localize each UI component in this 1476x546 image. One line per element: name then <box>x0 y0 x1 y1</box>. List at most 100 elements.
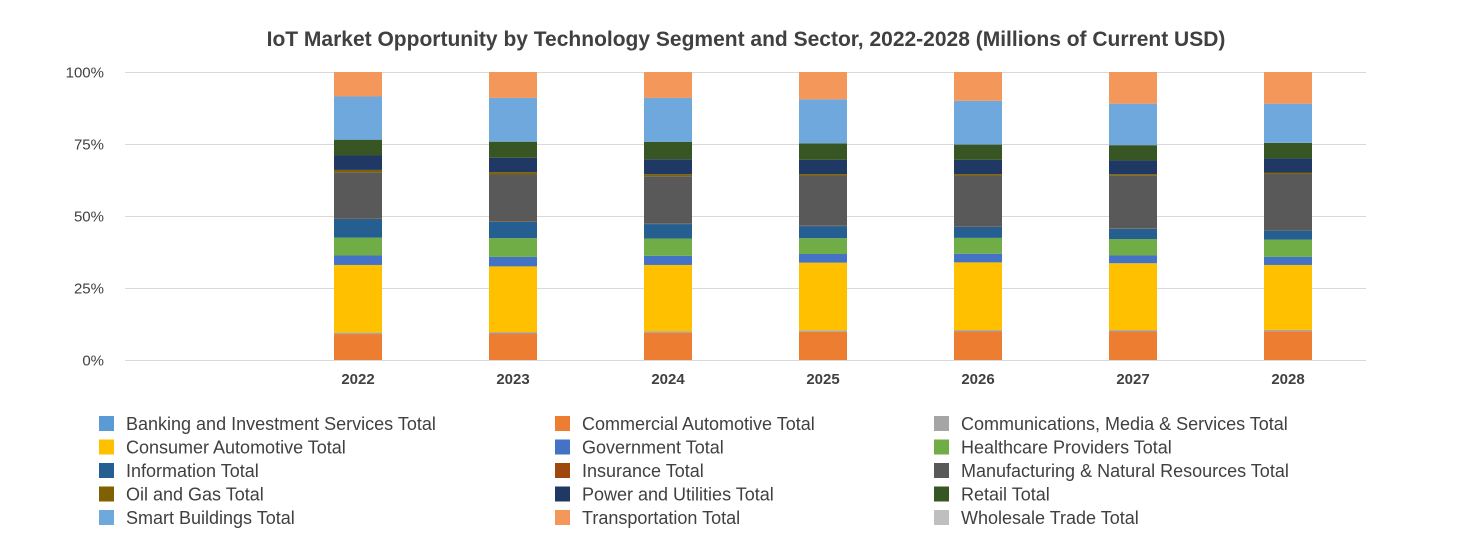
legend-label: Power and Utilities Total <box>582 485 774 505</box>
legend-item: Retail Total <box>934 485 1050 505</box>
bar-segment <box>799 175 847 226</box>
bars <box>334 72 1312 360</box>
x-axis-ticks: 2022 2023 2024 2025 2026 2027 2028 <box>341 371 1304 388</box>
bar-segment <box>954 237 1002 254</box>
y-axis-ticks: 0% 25% 50% 75% 100% <box>66 65 104 370</box>
bar-segment <box>644 176 692 224</box>
legend-item: Banking and Investment Services Total <box>99 414 436 434</box>
bar-segment <box>954 174 1002 176</box>
bar-segment <box>1264 329 1312 332</box>
legend-swatch <box>934 486 949 502</box>
legend-label: Wholesale Trade Total <box>961 508 1139 528</box>
legend-label: Oil and Gas Total <box>126 485 264 505</box>
bar-segment <box>644 141 692 160</box>
bar-segment <box>644 332 692 360</box>
legend-item: Oil and Gas Total <box>99 485 264 505</box>
y-tick-label: 100% <box>66 65 104 82</box>
bar-segment <box>1109 174 1157 176</box>
bar-segment <box>954 331 1002 360</box>
legend-swatch <box>99 463 114 478</box>
legend-label: Smart Buildings Total <box>126 508 295 528</box>
bar-segment <box>1109 331 1157 360</box>
bar-segment <box>489 266 537 333</box>
bar-segment <box>1264 172 1312 174</box>
bar-segment <box>489 97 537 142</box>
legend-swatch <box>555 416 570 431</box>
x-tick-label: 2022 <box>341 371 374 388</box>
bar-stack-2027 <box>1109 72 1157 360</box>
legend-label: Government Total <box>582 438 724 458</box>
bar-segment <box>644 331 692 333</box>
bar-segment <box>1264 331 1312 360</box>
bar-segment <box>644 264 692 332</box>
bar-stack-2026 <box>954 72 1002 360</box>
legend-swatch <box>555 463 570 478</box>
legend-item: Commercial Automotive Total <box>555 414 815 434</box>
x-tick-label: 2027 <box>1116 371 1149 388</box>
bar-segment <box>1109 145 1157 161</box>
bar-segment <box>334 72 382 97</box>
bar-segment <box>954 253 1002 263</box>
legend: Banking and Investment Services Total Com… <box>99 414 1289 528</box>
bar-segment <box>489 221 537 239</box>
bar-segment <box>334 237 382 256</box>
bar-stack-2024 <box>644 72 692 360</box>
bar-segment <box>1109 330 1157 332</box>
legend-item: Insurance Total <box>555 461 704 481</box>
legend-swatch <box>99 416 114 431</box>
legend-label: Transportation Total <box>582 508 740 528</box>
legend-label: Manufacturing & Natural Resources Total <box>961 461 1289 481</box>
legend-label: Information Total <box>126 461 259 481</box>
bar-segment <box>954 144 1002 160</box>
legend-label: Retail Total <box>961 485 1050 505</box>
y-tick-label: 0% <box>82 353 104 370</box>
legend-swatch <box>934 463 949 478</box>
bar-stack-2022 <box>334 72 382 360</box>
legend-item: Transportation Total <box>555 508 740 528</box>
bar-segment <box>489 174 537 222</box>
legend-item: Smart Buildings Total <box>99 508 295 528</box>
bar-segment <box>489 141 537 158</box>
bar-segment <box>334 96 382 140</box>
legend-label: Banking and Investment Services Total <box>126 414 436 434</box>
legend-swatch <box>934 439 949 455</box>
x-tick-label: 2023 <box>496 371 529 388</box>
bar-segment <box>954 100 1002 145</box>
bar-segment <box>954 175 1002 227</box>
bar-segment <box>644 72 692 98</box>
legend-swatch <box>934 510 949 525</box>
bar-segment <box>954 159 1002 175</box>
x-tick-label: 2024 <box>651 371 685 388</box>
legend-item: Communications, Media & Services Total <box>934 414 1288 434</box>
gridlines <box>125 72 1366 289</box>
bar-segment <box>334 332 382 335</box>
legend-swatch <box>99 486 114 502</box>
x-tick-label: 2028 <box>1271 371 1304 388</box>
legend-swatch <box>99 510 114 525</box>
legend-label: Healthcare Providers Total <box>961 438 1172 458</box>
legend-swatch <box>99 439 114 455</box>
bar-segment <box>954 330 1002 332</box>
x-tick-label: 2025 <box>806 371 839 388</box>
bar-segment <box>334 255 382 265</box>
bar-segment <box>334 218 382 238</box>
bar-segment <box>954 262 1002 331</box>
bar-segment <box>334 155 382 170</box>
legend-label: Consumer Automotive Total <box>126 438 346 458</box>
y-tick-label: 50% <box>74 209 104 226</box>
bar-segment <box>799 159 847 175</box>
legend-item: Government Total <box>555 438 724 458</box>
bar-segment <box>799 72 847 100</box>
bar-segment <box>1109 175 1157 229</box>
bar-segment <box>644 255 692 265</box>
bar-segment <box>489 238 537 257</box>
legend-swatch <box>555 486 570 502</box>
bar-segment <box>334 334 382 360</box>
bar-segment <box>1109 255 1157 264</box>
bar-segment <box>489 157 537 173</box>
bar-segment <box>644 159 692 175</box>
legend-item: Power and Utilities Total <box>555 485 774 505</box>
bar-segment <box>644 174 692 177</box>
y-tick-label: 25% <box>74 281 104 298</box>
